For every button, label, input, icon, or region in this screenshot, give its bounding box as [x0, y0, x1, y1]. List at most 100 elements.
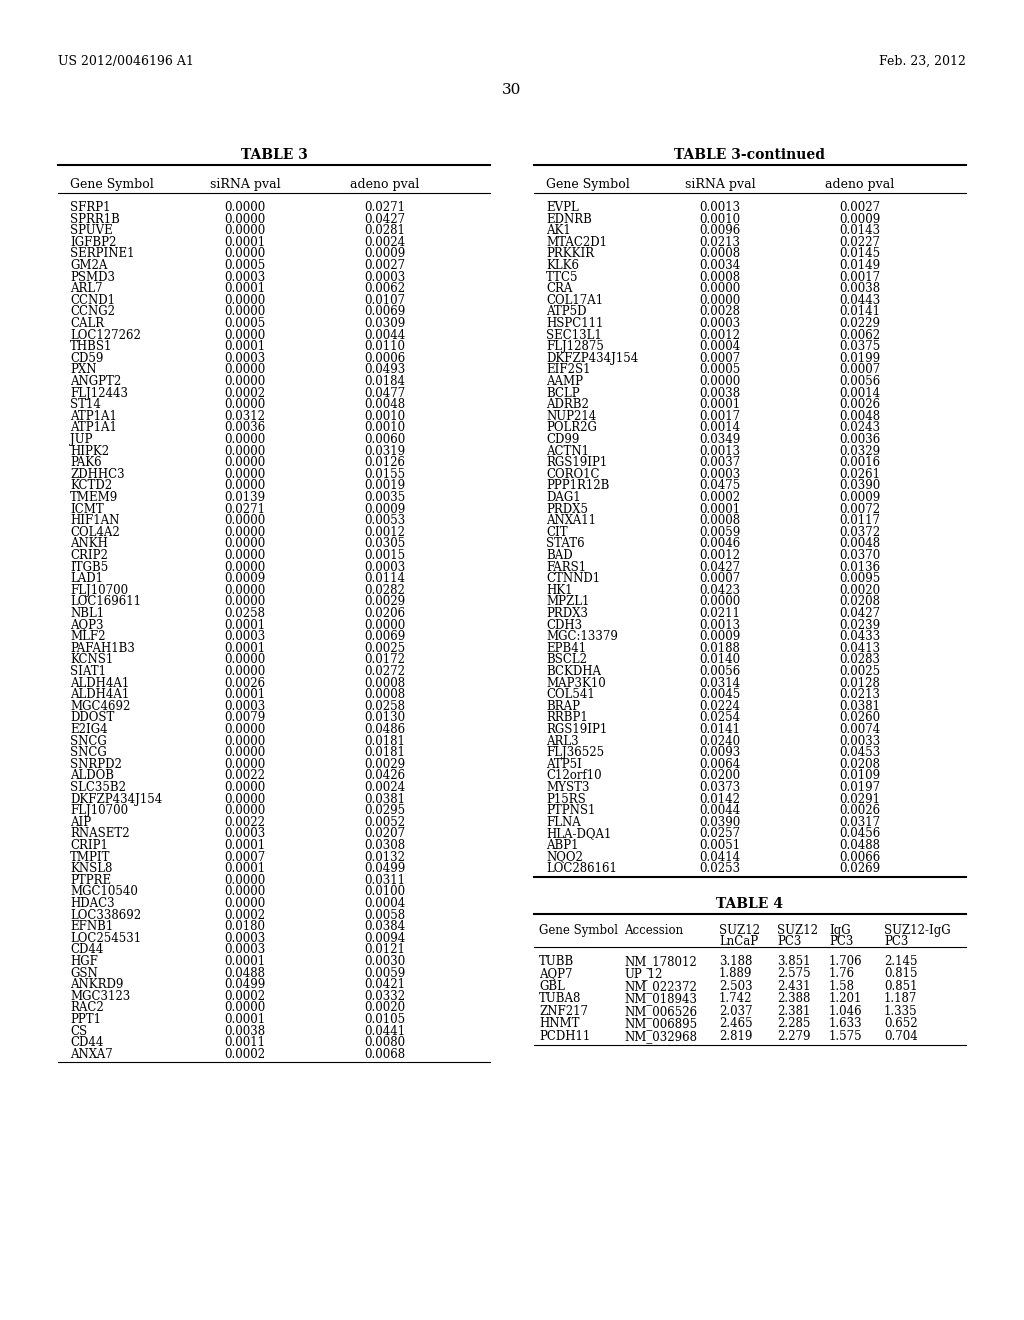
Text: 0.0014: 0.0014 — [699, 421, 740, 434]
Text: ALDH4A1: ALDH4A1 — [70, 688, 129, 701]
Text: 0.0000: 0.0000 — [224, 874, 265, 887]
Text: SERPINE1: SERPINE1 — [70, 247, 134, 260]
Text: 0.0281: 0.0281 — [365, 224, 406, 238]
Text: 0.0066: 0.0066 — [840, 850, 881, 863]
Text: 0.0053: 0.0053 — [365, 515, 406, 527]
Text: 0.0079: 0.0079 — [224, 711, 265, 725]
Text: SPUVE: SPUVE — [70, 224, 113, 238]
Text: NQO2: NQO2 — [546, 850, 583, 863]
Text: 0.0093: 0.0093 — [699, 746, 740, 759]
Text: SNRPD2: SNRPD2 — [70, 758, 122, 771]
Text: C12orf10: C12orf10 — [546, 770, 602, 783]
Text: 0.0001: 0.0001 — [224, 954, 265, 968]
Text: 0.0486: 0.0486 — [365, 723, 406, 737]
Text: 0.0029: 0.0029 — [365, 595, 406, 609]
Text: 0.0000: 0.0000 — [224, 525, 265, 539]
Text: 0.0000: 0.0000 — [224, 886, 265, 899]
Text: MTAC2D1: MTAC2D1 — [546, 236, 607, 248]
Text: PC3: PC3 — [884, 935, 908, 948]
Text: 0.0010: 0.0010 — [365, 409, 406, 422]
Text: AQP7: AQP7 — [539, 968, 572, 981]
Text: 0.0000: 0.0000 — [224, 595, 265, 609]
Text: 0.0441: 0.0441 — [365, 1024, 406, 1038]
Text: 0.0036: 0.0036 — [224, 421, 265, 434]
Text: ICMT: ICMT — [70, 503, 103, 516]
Text: CIT: CIT — [546, 525, 567, 539]
Text: LOC127262: LOC127262 — [70, 329, 141, 342]
Text: 0.0017: 0.0017 — [699, 409, 740, 422]
Text: 0.0426: 0.0426 — [365, 770, 406, 783]
Text: US 2012/0046196 A1: US 2012/0046196 A1 — [58, 55, 194, 69]
Text: 0.0007: 0.0007 — [699, 572, 740, 585]
Text: GSN: GSN — [70, 966, 97, 979]
Text: 0.0295: 0.0295 — [365, 804, 406, 817]
Text: SFRP1: SFRP1 — [70, 201, 111, 214]
Text: MPZL1: MPZL1 — [546, 595, 590, 609]
Text: 0.0433: 0.0433 — [840, 630, 881, 643]
Text: NM_032968: NM_032968 — [624, 1030, 697, 1043]
Text: FLJ10700: FLJ10700 — [70, 583, 128, 597]
Text: CDH3: CDH3 — [546, 619, 582, 631]
Text: 0.0000: 0.0000 — [224, 1002, 265, 1014]
Text: 0.0414: 0.0414 — [699, 850, 740, 863]
Text: 0.0139: 0.0139 — [224, 491, 265, 504]
Text: HGF: HGF — [70, 954, 98, 968]
Text: siRNA pval: siRNA pval — [210, 178, 281, 191]
Text: 0.0007: 0.0007 — [840, 363, 881, 376]
Text: 0.0126: 0.0126 — [365, 457, 406, 469]
Text: TTC5: TTC5 — [546, 271, 579, 284]
Text: 0.0206: 0.0206 — [365, 607, 406, 620]
Text: 0.0012: 0.0012 — [699, 329, 740, 342]
Text: CS: CS — [70, 1024, 87, 1038]
Text: EIF2S1: EIF2S1 — [546, 363, 591, 376]
Text: 0.0488: 0.0488 — [224, 966, 265, 979]
Text: 2.431: 2.431 — [777, 979, 811, 993]
Text: 0.0001: 0.0001 — [224, 1012, 265, 1026]
Text: 0.652: 0.652 — [884, 1018, 918, 1031]
Text: 0.0044: 0.0044 — [699, 804, 740, 817]
Text: 0.0002: 0.0002 — [224, 1048, 265, 1061]
Text: 0.0013: 0.0013 — [699, 201, 740, 214]
Text: 0.0002: 0.0002 — [224, 908, 265, 921]
Text: 0.0003: 0.0003 — [224, 352, 265, 364]
Text: PTPRE: PTPRE — [70, 874, 112, 887]
Text: 0.0000: 0.0000 — [224, 515, 265, 527]
Text: 0.0002: 0.0002 — [224, 990, 265, 1003]
Text: 0.0000: 0.0000 — [365, 619, 406, 631]
Text: TABLE 3: TABLE 3 — [241, 148, 307, 162]
Text: BSCL2: BSCL2 — [546, 653, 587, 667]
Text: 0.0004: 0.0004 — [365, 898, 406, 909]
Text: 0.815: 0.815 — [884, 968, 918, 981]
Text: 0.0272: 0.0272 — [365, 665, 406, 678]
Text: 0.0016: 0.0016 — [840, 457, 881, 469]
Text: 2.388: 2.388 — [777, 993, 810, 1006]
Text: ALDOB: ALDOB — [70, 770, 114, 783]
Text: 0.0011: 0.0011 — [224, 1036, 265, 1049]
Text: 0.0038: 0.0038 — [840, 282, 881, 296]
Text: 2.145: 2.145 — [884, 954, 918, 968]
Text: EFNB1: EFNB1 — [70, 920, 114, 933]
Text: 2.037: 2.037 — [719, 1005, 753, 1018]
Text: TUBB: TUBB — [539, 954, 574, 968]
Text: 0.0224: 0.0224 — [699, 700, 740, 713]
Text: 0.0014: 0.0014 — [840, 387, 881, 400]
Text: CRIP2: CRIP2 — [70, 549, 108, 562]
Text: 0.0227: 0.0227 — [840, 236, 881, 248]
Text: PRKKIR: PRKKIR — [546, 247, 594, 260]
Text: MGC4692: MGC4692 — [70, 700, 130, 713]
Text: MYST3: MYST3 — [546, 781, 590, 795]
Text: 0.0453: 0.0453 — [840, 746, 881, 759]
Text: GM2A: GM2A — [70, 259, 108, 272]
Text: 0.0036: 0.0036 — [840, 433, 881, 446]
Text: 0.0145: 0.0145 — [840, 247, 881, 260]
Text: TMEM9: TMEM9 — [70, 491, 118, 504]
Text: 0.0008: 0.0008 — [365, 677, 406, 689]
Text: ABP1: ABP1 — [546, 840, 579, 851]
Text: 0.0000: 0.0000 — [224, 433, 265, 446]
Text: SLC35B2: SLC35B2 — [70, 781, 126, 795]
Text: PC3: PC3 — [829, 935, 853, 948]
Text: BAD: BAD — [546, 549, 572, 562]
Text: 0.0181: 0.0181 — [365, 746, 406, 759]
Text: 0.0001: 0.0001 — [699, 503, 740, 516]
Text: PAK6: PAK6 — [70, 457, 101, 469]
